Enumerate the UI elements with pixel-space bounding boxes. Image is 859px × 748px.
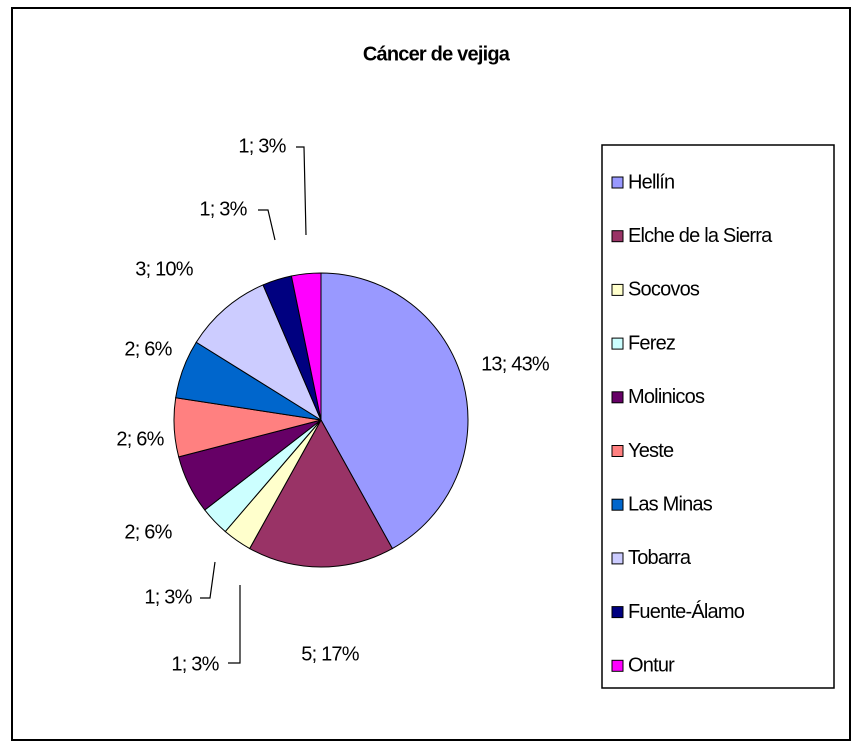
legend-label: Molinicos [628, 386, 705, 408]
data-label: 5; 17% [301, 643, 359, 665]
legend-swatch [611, 445, 624, 457]
legend-label: Fuente-Álamo [628, 600, 745, 623]
data-label: 3; 10% [135, 258, 193, 280]
chart-title: Cáncer de vejiga [363, 43, 511, 65]
legend-swatch [611, 337, 624, 350]
legend-swatch [611, 391, 624, 404]
legend-label: Las Minas [628, 493, 713, 515]
data-label: 1; 3% [199, 198, 247, 220]
leader-line [258, 209, 276, 241]
legend-label: Elche de la Sierra [628, 225, 773, 247]
legend-swatch [611, 606, 624, 619]
legend-swatch [611, 230, 624, 243]
pie-slice [320, 272, 469, 550]
legend-swatch [611, 498, 624, 511]
data-label: 2; 6% [124, 521, 172, 543]
leader-line [228, 585, 241, 664]
legend-swatch [611, 659, 624, 672]
legend-swatch [611, 176, 624, 189]
data-label: 2; 6% [116, 428, 164, 450]
leader-line [200, 561, 216, 599]
legend-swatch [611, 283, 624, 296]
pie-slice [195, 284, 323, 422]
legend-label: Ferez [628, 332, 675, 354]
legend-box [601, 144, 835, 689]
legend-label: Hellín [628, 171, 674, 193]
leader-line [296, 146, 307, 236]
data-label: 1; 3% [238, 135, 286, 157]
legend-label: Socovos [628, 279, 700, 301]
legend-swatch [611, 552, 624, 565]
pie-slice [248, 418, 394, 568]
legend-label: Ontur [628, 655, 675, 677]
pie-slice [290, 272, 322, 421]
data-label: 2; 6% [124, 338, 172, 360]
data-label: 13; 43% [481, 353, 550, 375]
data-label: 1; 3% [144, 586, 192, 608]
legend-label: Tobarra [628, 547, 692, 569]
legend-label: Yeste [628, 440, 674, 462]
data-label: 1; 3% [171, 653, 219, 675]
